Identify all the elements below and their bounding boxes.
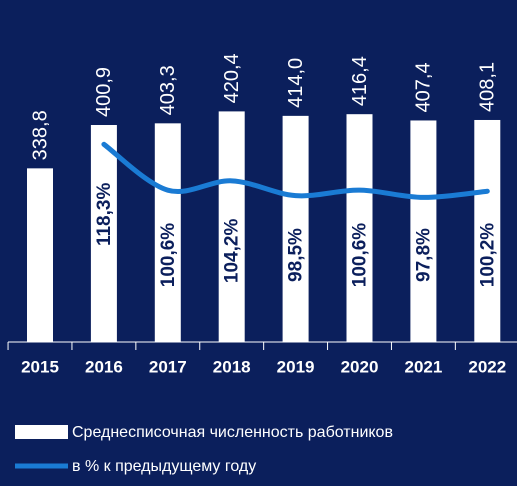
bar-value-label: 403,3 — [157, 65, 179, 115]
line-value-label: 98,5% — [286, 228, 307, 282]
line — [101, 141, 490, 200]
bar-value-label: 420,4 — [221, 53, 243, 103]
x-tick-label: 2020 — [341, 357, 379, 376]
bar — [27, 168, 53, 342]
line-value-label: 100,6% — [158, 223, 179, 288]
line-value-label: 118,3% — [94, 183, 115, 246]
legend-label: в % к предыдущему году — [72, 458, 256, 475]
x-tick-label: 2017 — [149, 357, 187, 376]
line-value-label: 100,6% — [350, 223, 371, 288]
line-value-label: 97,8% — [413, 228, 434, 282]
bar-value-label: 416,4 — [349, 56, 371, 106]
bar-value-label: 400,9 — [93, 67, 115, 117]
x-tick-label: 2019 — [277, 357, 315, 376]
bar — [410, 120, 437, 342]
x-tick-label: 2016 — [85, 357, 123, 376]
bar — [346, 114, 373, 342]
x-tick-label: 2021 — [404, 357, 442, 376]
legend-label: Среднесписочная численность работников — [72, 424, 393, 441]
bar — [282, 115, 309, 342]
x-tick-label: 2018 — [213, 357, 251, 376]
bar — [154, 123, 181, 342]
bar — [218, 111, 245, 342]
bar-value-label: 414,0 — [285, 58, 307, 108]
legend-swatch — [15, 425, 68, 439]
x-tick-label: 2022 — [468, 357, 506, 376]
line-value-label: 104,2% — [222, 219, 243, 284]
bar — [474, 119, 501, 342]
bar-value-label: 338,8 — [29, 110, 51, 160]
bar — [90, 125, 117, 342]
bar-value-label: 407,4 — [413, 62, 435, 112]
line-value-label: 100,2% — [477, 223, 498, 288]
bar-value-label: 408,1 — [477, 62, 499, 112]
x-tick-label: 2015 — [21, 357, 59, 376]
